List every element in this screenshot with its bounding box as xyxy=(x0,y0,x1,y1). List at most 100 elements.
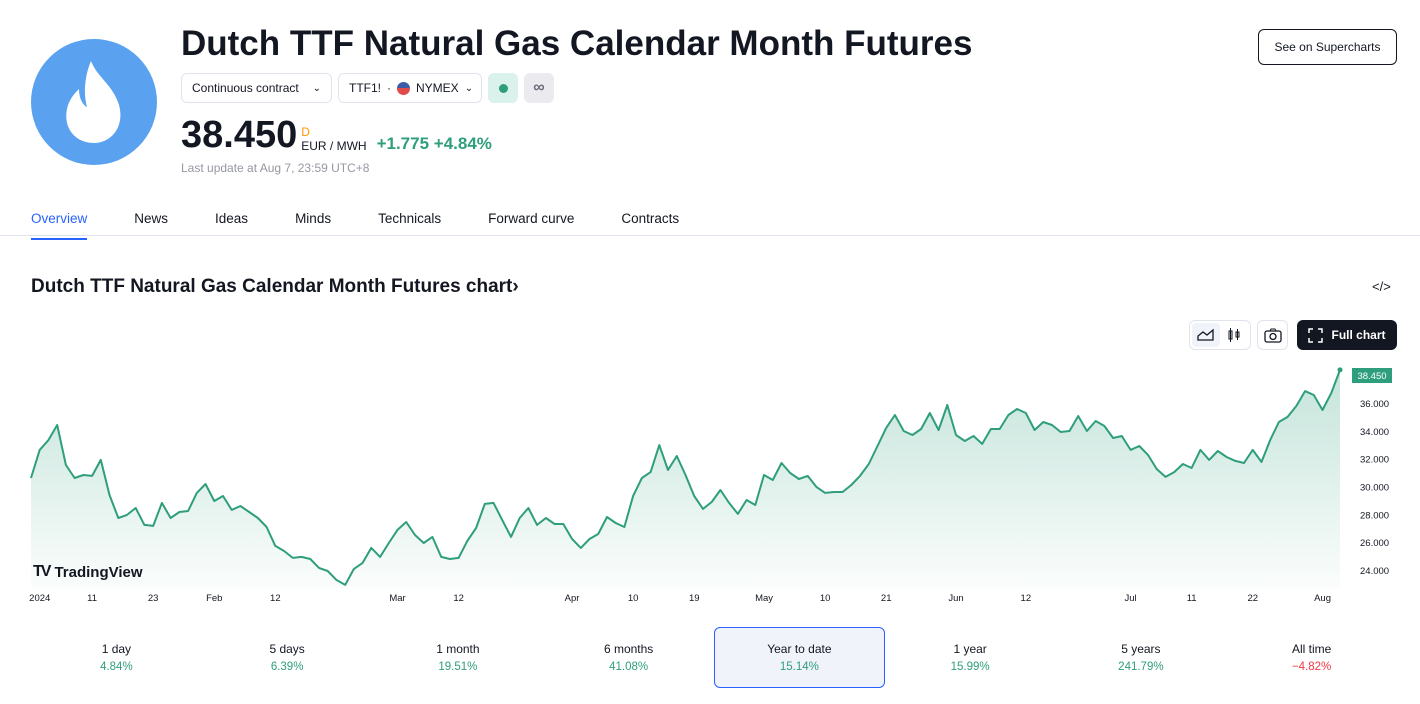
embed-code-icon[interactable]: </> xyxy=(1372,279,1391,294)
tradingview-wordmark: TradingView xyxy=(54,563,143,581)
x-tick-label: May xyxy=(755,593,773,604)
range-label: 5 days xyxy=(269,642,305,656)
range-change: 15.14% xyxy=(779,661,819,673)
y-tick-label: 34.000 xyxy=(1360,427,1389,438)
range-1-month[interactable]: 1 month 19.51% xyxy=(373,627,544,688)
exchange-select[interactable]: TTF1! · NYMEX ⌄ xyxy=(338,73,482,103)
range-change: 4.84% xyxy=(100,661,133,673)
contract-select-label: Continuous contract xyxy=(192,81,299,95)
area-chart-icon xyxy=(1197,328,1214,341)
y-tick-label: 36.000 xyxy=(1360,399,1389,410)
range-change: 6.39% xyxy=(270,661,304,673)
price-chart[interactable]: 24.000 26.000 28.000 30.000 32.000 34.000 36.0… xyxy=(0,360,1420,610)
tab-divider xyxy=(0,235,1420,236)
x-tick-label: 12 xyxy=(453,593,464,604)
range-1-day[interactable]: 1 day 4.84% xyxy=(31,627,202,688)
price-unit: EUR / MWH xyxy=(301,139,367,153)
last-update: Last update at Aug 7, 23:59 UTC+8 xyxy=(181,161,370,175)
tab-bar: Overview News Ideas Minds Technicals For… xyxy=(31,200,726,240)
change-pct: +4.84% xyxy=(433,134,492,153)
exchange-label: NYMEX xyxy=(416,81,459,95)
range-label: Year to date xyxy=(767,642,832,656)
range-label: 1 year xyxy=(953,642,987,656)
price-area-fill xyxy=(31,369,1340,588)
market-status-button[interactable] xyxy=(488,73,518,103)
x-tick-label: 12 xyxy=(270,593,281,604)
candles-chart-button[interactable] xyxy=(1220,323,1248,347)
symbol-label: TTF1! xyxy=(349,81,381,95)
range-label: 5 years xyxy=(1121,642,1161,656)
range-5-days[interactable]: 5 days 6.39% xyxy=(202,627,373,688)
range-change: 241.79% xyxy=(1118,661,1164,673)
price-row: 38.450 D EUR / MWH +1.775 +4.84% xyxy=(181,114,492,156)
full-chart-button[interactable]: Full chart xyxy=(1297,320,1397,350)
infinity-button[interactable]: ∞ xyxy=(524,73,554,103)
area-chart-button[interactable] xyxy=(1192,323,1220,347)
range-change: 19.51% xyxy=(438,661,478,673)
x-tick-label: 10 xyxy=(820,593,831,604)
y-tick-label: 28.000 xyxy=(1360,510,1389,521)
x-tick-label: Feb xyxy=(206,593,222,604)
x-tick-label: 23 xyxy=(148,593,159,604)
x-tick-label: Jul xyxy=(1124,593,1136,604)
price-meta: D EUR / MWH xyxy=(301,125,366,153)
chart-type-toggle xyxy=(1189,320,1251,350)
candles-icon xyxy=(1228,328,1240,342)
separator-dot: · xyxy=(387,81,391,95)
range-5-years[interactable]: 5 years 241.79% xyxy=(1056,627,1227,688)
range-label: 1 day xyxy=(101,642,132,656)
tab-overview[interactable]: Overview xyxy=(31,200,88,240)
flame-logo-icon xyxy=(31,39,157,165)
range-year-to-date[interactable]: Year to date 15.14% xyxy=(714,627,885,688)
chevron-down-icon: ⌄ xyxy=(464,82,474,94)
x-tick-label: Jun xyxy=(948,593,963,604)
snapshot-button[interactable] xyxy=(1257,320,1288,350)
tab-minds[interactable]: Minds xyxy=(295,211,332,226)
last-price-badge xyxy=(1352,368,1392,383)
performance-ranges: 1 day 4.84% 5 days 6.39% 1 month 19.51% 6 mont… xyxy=(31,627,1397,688)
x-tick-label: 11 xyxy=(87,593,97,604)
range-change: −4.82% xyxy=(1291,661,1332,673)
x-tick-label: Apr xyxy=(565,593,580,604)
tab-news[interactable]: News xyxy=(134,211,169,226)
range-label: All time xyxy=(1291,642,1332,656)
x-tick-label: 22 xyxy=(1247,593,1258,604)
chart-title: Dutch TTF Natural Gas Calendar Month Fut… xyxy=(31,276,513,297)
x-tick-label: 2024 xyxy=(29,593,50,604)
tab-ideas[interactable]: Ideas xyxy=(215,211,249,226)
see-on-supercharts-button[interactable]: See on Supercharts xyxy=(1258,29,1397,65)
contract-select[interactable]: Continuous contract ⌄ xyxy=(181,73,332,103)
x-tick-label: 11 xyxy=(1187,593,1197,604)
market-open-dot-icon xyxy=(498,83,508,93)
x-tick-label: 12 xyxy=(1021,593,1032,604)
tradingview-watermark: TV TradingView xyxy=(33,563,143,581)
x-tick-label: 21 xyxy=(881,593,892,604)
us-flag-icon xyxy=(397,81,410,95)
fullscreen-icon xyxy=(1308,327,1324,343)
range-6-months[interactable]: 6 months 41.08% xyxy=(543,627,714,688)
x-tick-label: 10 xyxy=(628,593,639,604)
tradingview-logo-icon: TV xyxy=(33,563,52,580)
delay-marker: D xyxy=(301,125,310,139)
range-all-time[interactable]: All time −4.82% xyxy=(1226,627,1397,688)
camera-icon xyxy=(1263,328,1282,343)
data-point xyxy=(1337,367,1343,373)
infinity-icon: ∞ xyxy=(533,79,545,96)
chart-title-link[interactable]: Dutch TTF Natural Gas Calendar Month Fut… xyxy=(31,276,519,298)
range-change: 15.99% xyxy=(950,661,990,673)
x-tick-label: 19 xyxy=(689,593,700,604)
y-tick-label: 30.000 xyxy=(1360,483,1389,494)
price-line xyxy=(30,369,1341,586)
x-tick-label: Aug xyxy=(1314,593,1331,604)
range-1-year[interactable]: 1 year 15.99% xyxy=(885,627,1056,688)
tab-technicals[interactable]: Technicals xyxy=(378,211,442,226)
tab-contracts[interactable]: Contracts xyxy=(621,211,680,226)
y-tick-label: 24.000 xyxy=(1360,566,1389,577)
change-abs: +1.775 xyxy=(376,134,430,153)
last-price: 38.450 xyxy=(181,114,298,156)
range-label: 1 month xyxy=(436,642,480,656)
tab-forward-curve[interactable]: Forward curve xyxy=(488,211,575,226)
price-change: +1.775 +4.84% xyxy=(377,134,492,154)
page-title: Dutch TTF Natural Gas Calendar Month Fut… xyxy=(181,24,973,63)
x-tick-label: Mar xyxy=(389,593,405,604)
